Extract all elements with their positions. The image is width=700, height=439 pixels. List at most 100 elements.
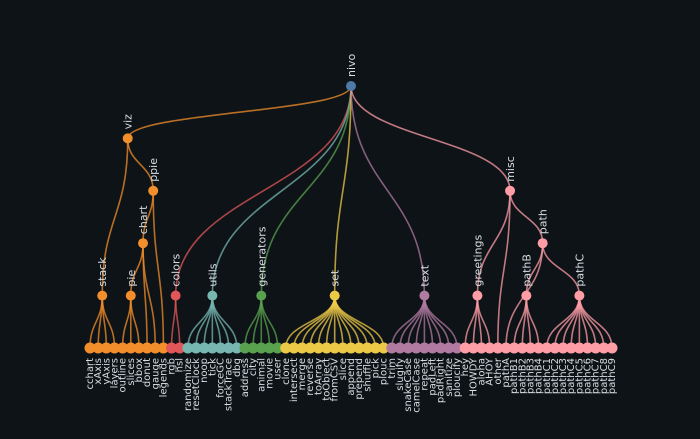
node-fromcsv[interactable] <box>329 342 341 354</box>
node-pathb4[interactable] <box>533 342 545 354</box>
node-movie[interactable] <box>263 342 275 354</box>
node-outline[interactable] <box>117 342 129 354</box>
node-misc[interactable] <box>505 185 516 196</box>
node-toarray[interactable] <box>312 342 324 354</box>
node-pathc9[interactable] <box>606 342 618 354</box>
node-plouc[interactable] <box>378 342 390 354</box>
node-noop[interactable] <box>198 342 210 354</box>
node-tick[interactable] <box>206 342 218 354</box>
node-howdy[interactable] <box>467 342 479 354</box>
node-set[interactable] <box>329 290 340 301</box>
node-slice[interactable] <box>337 342 349 354</box>
node-ppie[interactable] <box>148 185 159 196</box>
node-label-movie: movie <box>264 358 275 389</box>
node-intersect[interactable] <box>288 342 300 354</box>
node-xaxis[interactable] <box>92 342 104 354</box>
node-label-pathb3: pathB3 <box>525 358 536 394</box>
node-toobject[interactable] <box>321 342 333 354</box>
node-other[interactable] <box>492 342 504 354</box>
link-viz-ppie <box>126 138 155 191</box>
node-sanitize[interactable] <box>443 342 455 354</box>
link-utils-dbg <box>211 295 238 349</box>
node-ploucify[interactable] <box>451 342 463 354</box>
node-label-misc: misc <box>504 156 517 182</box>
node-generators[interactable] <box>256 290 267 301</box>
node-repeat[interactable] <box>418 342 430 354</box>
node-rgb[interactable] <box>166 342 178 354</box>
node-shuffle[interactable] <box>361 342 373 354</box>
node-city[interactable] <box>247 342 259 354</box>
node-snakecase[interactable] <box>402 342 414 354</box>
node-slices[interactable] <box>125 342 137 354</box>
node-label-layers: layers <box>109 358 120 388</box>
node-cchart[interactable] <box>84 342 96 354</box>
node-pathc1[interactable] <box>541 342 553 354</box>
node-hey[interactable] <box>459 342 471 354</box>
node-pathb2[interactable] <box>516 342 528 354</box>
node-randomize[interactable] <box>182 342 194 354</box>
node-chart[interactable] <box>138 238 149 249</box>
node-yaxis[interactable] <box>100 342 112 354</box>
node-colors[interactable] <box>170 290 181 301</box>
node-donut[interactable] <box>141 342 153 354</box>
node-stack[interactable] <box>97 290 108 301</box>
node-label-donut: donut <box>142 358 153 387</box>
node-pathc2[interactable] <box>549 342 561 354</box>
node-label-legends: legends <box>158 358 169 397</box>
node-label-slice: slice <box>338 358 349 380</box>
node-hsl[interactable] <box>174 342 186 354</box>
link-misc-greetings <box>476 190 511 296</box>
node-nivo[interactable] <box>346 81 356 91</box>
node-pick[interactable] <box>369 342 381 354</box>
node-animal[interactable] <box>255 342 267 354</box>
node-legends[interactable] <box>157 342 169 354</box>
node-forcegc[interactable] <box>215 342 226 354</box>
node-pathc5[interactable] <box>573 342 585 354</box>
node-pathc4[interactable] <box>565 342 577 354</box>
node-dbg[interactable] <box>231 342 243 354</box>
node-slugify[interactable] <box>394 342 406 354</box>
node-pathc6[interactable] <box>582 342 594 354</box>
node-pathb[interactable] <box>521 290 532 301</box>
node-ahoy[interactable] <box>484 342 496 354</box>
node-greetings[interactable] <box>472 290 483 301</box>
node-prepend[interactable] <box>353 342 365 354</box>
node-camelcase[interactable] <box>410 342 422 354</box>
node-pie[interactable] <box>125 290 136 301</box>
tree-labels: cchartxAxisyAxislayersstackoutlineslices… <box>85 53 618 412</box>
node-trim[interactable] <box>386 342 398 354</box>
node-patha[interactable] <box>500 342 512 354</box>
node-gauge[interactable] <box>149 342 161 354</box>
node-path[interactable] <box>537 238 548 249</box>
node-pathc[interactable] <box>574 290 585 301</box>
node-padleft[interactable] <box>427 342 439 354</box>
node-layers[interactable] <box>108 342 120 354</box>
node-pathb1[interactable] <box>508 342 520 354</box>
node-utils[interactable] <box>207 290 218 301</box>
node-stacktrace[interactable] <box>223 342 235 354</box>
node-pathc8[interactable] <box>598 342 610 354</box>
node-pathb3[interactable] <box>524 342 536 354</box>
node-pathc7[interactable] <box>590 342 602 354</box>
node-padright[interactable] <box>435 342 447 354</box>
link-text-ploucify <box>423 295 458 349</box>
node-bbox[interactable] <box>133 342 145 354</box>
node-reverse[interactable] <box>304 342 316 354</box>
node-clone[interactable] <box>280 342 292 354</box>
node-resetclock[interactable] <box>190 342 202 354</box>
node-label-outline: outline <box>118 358 129 392</box>
node-label-user: user <box>273 357 284 380</box>
node-viz[interactable] <box>122 133 133 144</box>
node-text[interactable] <box>419 290 430 301</box>
node-label-ppie: ppie <box>147 158 160 182</box>
node-aloha[interactable] <box>476 342 487 354</box>
node-user[interactable] <box>272 342 284 354</box>
node-append[interactable] <box>345 342 357 354</box>
node-label-bbox: bbox <box>134 358 145 383</box>
node-label-pathc9: pathC9 <box>607 358 618 394</box>
node-label-ahoy: AHOY <box>485 357 496 386</box>
node-merge[interactable] <box>296 342 308 354</box>
node-label-plouc: plouc <box>379 358 390 385</box>
node-pathc3[interactable] <box>557 342 569 354</box>
node-address[interactable] <box>239 342 251 354</box>
